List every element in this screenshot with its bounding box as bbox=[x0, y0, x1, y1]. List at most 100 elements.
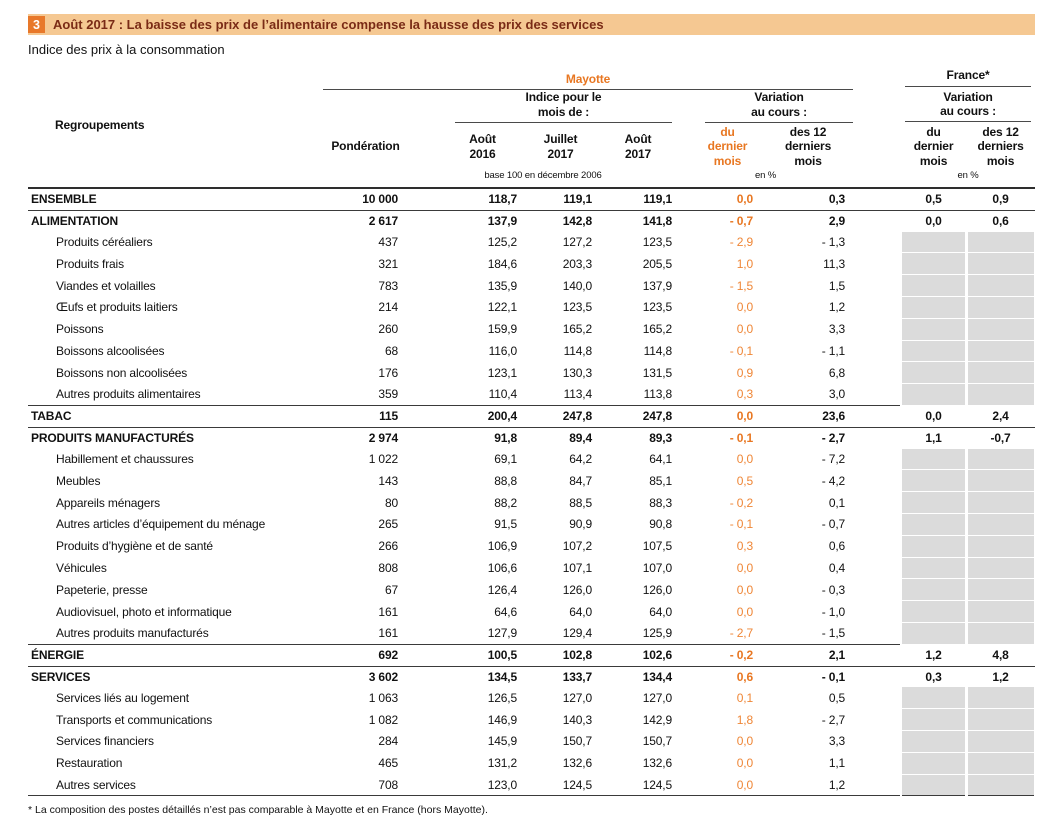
cell-indice-aout-2016: 137,9 bbox=[408, 209, 523, 232]
cell-france-dernier-mois bbox=[900, 774, 968, 797]
cell-indice-aout-2016: 125,2 bbox=[487, 235, 517, 250]
cell-variation-12-mois: 0,3 bbox=[828, 192, 846, 207]
cell-indice-juillet-2017: 64,2 bbox=[569, 452, 592, 467]
cell-france-12-mois bbox=[965, 600, 1037, 623]
cell-ponderation: 359 bbox=[378, 387, 398, 402]
cell-variation-dernier-mois: 0,0 bbox=[736, 734, 753, 749]
cell-france-12-mois bbox=[965, 513, 1037, 536]
cell-variation-dernier-mois: - 2,7 bbox=[729, 626, 753, 641]
spacer-cell bbox=[853, 752, 901, 774]
row-label: PRODUITS MANUFACTURÉS bbox=[28, 426, 323, 449]
cell-variation-12-mois: 2,9 bbox=[763, 209, 854, 232]
cell-variation-dernier-mois: 0,0 bbox=[736, 192, 753, 207]
cell-france-12-mois bbox=[965, 318, 1037, 341]
table-row: PRODUITS MANUFACTURÉS 2 974 91,8 89,4 89,3- … bbox=[28, 426, 1036, 449]
cell-ponderation: 437 bbox=[378, 235, 398, 250]
spacer-cell bbox=[853, 384, 901, 406]
cell-indice-juillet-2017: 129,4 bbox=[562, 626, 592, 641]
row-label: Boissons alcoolisées bbox=[56, 343, 165, 358]
cell-indice-aout-2016: 123,0 bbox=[408, 774, 523, 797]
col-header-dernier-mois-mayotte: du dernier mois bbox=[707, 125, 748, 168]
cell-indice-aout-2017: 88,3 bbox=[649, 495, 672, 510]
cell-france-12-mois bbox=[965, 687, 1037, 710]
row-label: Papeterie, presse bbox=[56, 582, 148, 597]
spacer-cell bbox=[853, 449, 901, 470]
table-row: Autres services 708 123,0 124,5 124,5 0,0 1,2 bbox=[28, 774, 1037, 797]
cell-variation-12-mois: - 0,7 bbox=[821, 517, 846, 532]
table-row: Produits frais 321 184,6 203,3 205,5 1,0 11,3 bbox=[28, 252, 1037, 276]
cell-indice-juillet-2017: 107,2 bbox=[562, 539, 592, 554]
cell-france-dernier-mois bbox=[900, 491, 968, 514]
cell-france-12-mois bbox=[965, 752, 1037, 775]
cell-variation-dernier-mois: 0,0 bbox=[736, 560, 753, 575]
cell-indice-juillet-2017: 127,2 bbox=[562, 235, 592, 250]
col-header-aout-2016: Août 2016 bbox=[469, 132, 496, 161]
cell-indice-juillet-2017: 119,1 bbox=[563, 192, 592, 207]
spacer-cell bbox=[853, 340, 901, 362]
row-label: Véhicules bbox=[56, 560, 107, 575]
spacer-cell bbox=[853, 730, 901, 752]
cell-indice-aout-2017: 119,1 bbox=[643, 192, 672, 207]
cell-france-12-mois bbox=[965, 622, 1037, 645]
col-header-aout-2017: Août 2017 bbox=[624, 132, 652, 161]
cell-france-dernier-mois bbox=[900, 557, 968, 580]
cell-france-dernier-mois bbox=[900, 274, 968, 297]
cell-variation-12-mois: 0,4 bbox=[828, 560, 846, 575]
cell-indice-aout-2016: 122,1 bbox=[487, 300, 517, 315]
cell-france-dernier-mois bbox=[900, 578, 968, 602]
cell-indice-aout-2017: 90,8 bbox=[649, 517, 672, 532]
footnote-asterisk: * La composition des postes détaillés n’… bbox=[28, 804, 488, 816]
cell-variation-12-mois: - 0,3 bbox=[821, 582, 846, 597]
cell-indice-aout-2017: 142,9 bbox=[642, 712, 672, 727]
spacer-cell bbox=[853, 665, 902, 688]
spacer-cell bbox=[853, 709, 901, 731]
cell-indice-aout-2017: 114,8 bbox=[643, 343, 673, 358]
cell-ponderation: 161 bbox=[378, 604, 398, 619]
spacer-cell bbox=[853, 470, 901, 492]
cell-indice-aout-2017: 89,3 bbox=[598, 426, 678, 449]
cell-indice-aout-2016: 134,5 bbox=[408, 665, 523, 688]
row-label: ALIMENTATION bbox=[28, 209, 323, 232]
cell-ponderation: 143 bbox=[378, 473, 398, 488]
cell-indice-juillet-2017: 89,4 bbox=[523, 426, 598, 449]
cell-variation-dernier-mois: - 1,5 bbox=[729, 278, 753, 293]
cell-indice-juillet-2017: 124,5 bbox=[523, 774, 598, 797]
footnotes: * La composition des postes détaillés n’… bbox=[28, 802, 1035, 816]
cell-france-12-mois bbox=[965, 491, 1037, 514]
cell-variation-dernier-mois: 0,6 bbox=[678, 665, 763, 688]
cell-indice-aout-2017: 107,5 bbox=[642, 539, 672, 554]
cell-france-12-mois bbox=[965, 383, 1037, 406]
cell-france-dernier-mois bbox=[900, 448, 968, 471]
row-label: Viandes et volailles bbox=[56, 278, 156, 293]
cell-france-dernier-mois bbox=[900, 622, 968, 645]
cell-variation-12-mois: - 1,0 bbox=[821, 604, 846, 619]
row-label: Poissons bbox=[56, 322, 104, 337]
spacer-cell bbox=[853, 579, 901, 601]
spacer-cell bbox=[853, 687, 901, 708]
spacer-cell bbox=[853, 275, 901, 297]
cell-indice-aout-2016: 88,2 bbox=[494, 495, 517, 510]
cell-indice-aout-2016: 126,4 bbox=[487, 582, 517, 597]
cell-indice-aout-2017: 127,0 bbox=[642, 690, 672, 705]
region-header-france-label: France* bbox=[905, 68, 1032, 87]
col-header-12-derniers-mois-france: des 12 derniers mois bbox=[977, 125, 1024, 168]
cell-indice-aout-2017: 131,5 bbox=[642, 365, 672, 380]
cell-indice-aout-2016: 116,0 bbox=[488, 343, 518, 358]
section-title-bar: 3 Août 2017 : La baisse des prix de l’al… bbox=[28, 14, 1035, 35]
cell-france-dernier-mois bbox=[900, 730, 968, 753]
spacer-cell bbox=[853, 296, 901, 318]
row-label: ENSEMBLE bbox=[31, 192, 97, 207]
group-header-variation-mayotte-text: Variation au cours : bbox=[705, 90, 854, 123]
cell-ponderation: 692 bbox=[323, 643, 408, 667]
row-label: SERVICES bbox=[28, 665, 323, 688]
cell-france-12-mois bbox=[965, 578, 1037, 602]
col-header-12-derniers-mois-mayotte: des 12 derniers mois bbox=[784, 125, 832, 168]
table-row: Boissons non alcoolisées 176 123,1 130,3 131… bbox=[28, 361, 1037, 385]
cell-ponderation: 321 bbox=[378, 256, 398, 271]
group-header-indice-text: Indice pour le mois de : bbox=[455, 90, 672, 123]
table-row: Boissons alcoolisées 68 116,0 114,8 114,8 - 0… bbox=[28, 340, 1037, 363]
cell-variation-dernier-mois: - 0,1 bbox=[729, 517, 753, 532]
cell-variation-dernier-mois: 0,3 bbox=[736, 539, 753, 554]
row-label: Services liés au logement bbox=[56, 690, 189, 705]
row-label: TABAC bbox=[28, 404, 323, 428]
